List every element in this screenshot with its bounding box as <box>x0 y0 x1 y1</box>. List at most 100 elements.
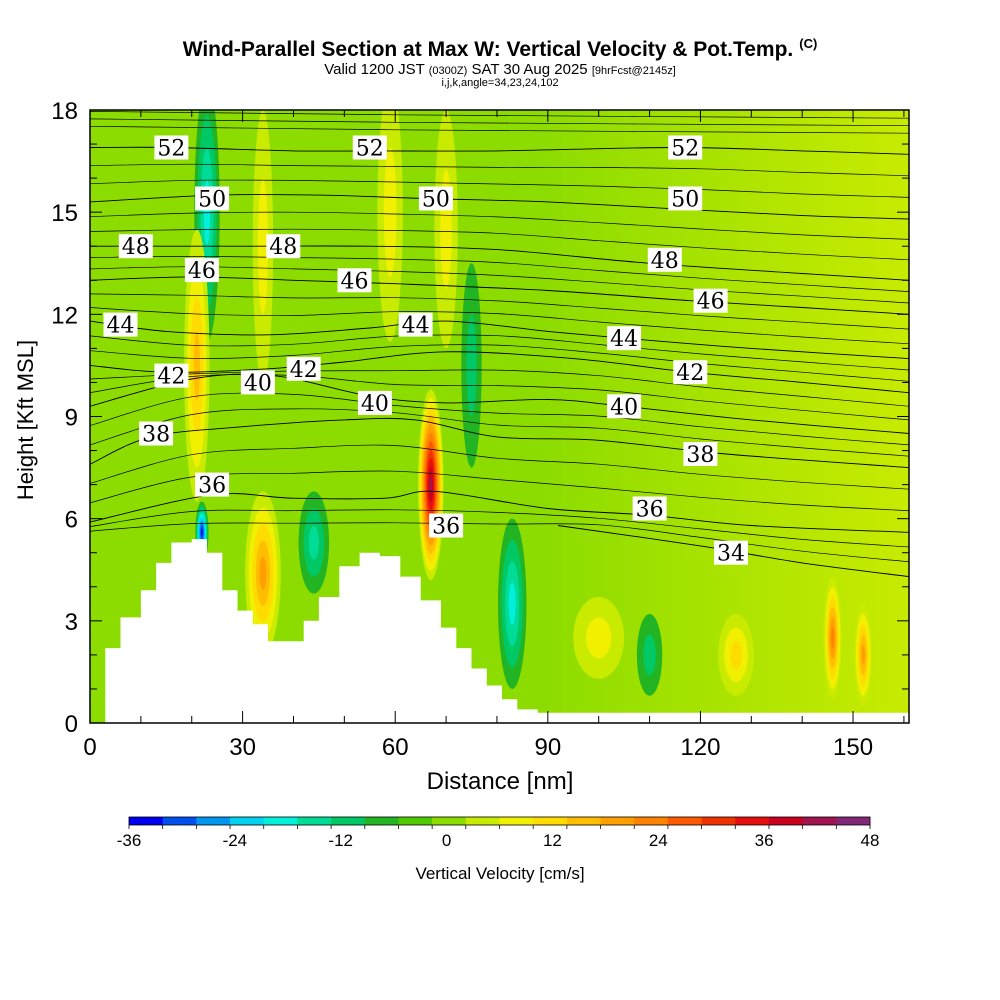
theta-contour-minor <box>90 228 909 261</box>
theta-contour-34 <box>557 525 909 578</box>
theta-contour-38 <box>90 417 909 469</box>
x-tick-label: 0 <box>83 734 96 761</box>
contour-label-box <box>195 186 230 211</box>
colorbar-swatch <box>701 817 736 825</box>
contour-label-52: 52 <box>352 135 387 162</box>
contour-label-40: 40 <box>240 370 275 396</box>
theta-contour-minor <box>90 392 909 446</box>
contour-label-box <box>668 186 703 211</box>
contour-label-box <box>154 363 189 388</box>
contour-label-44: 44 <box>398 312 433 339</box>
chart-subtitle: Valid 1200 JST (0300Z) SAT 30 Aug 2025 [… <box>0 61 1000 78</box>
contour-label-text: 48 <box>122 235 150 260</box>
contour-label-box <box>118 234 153 259</box>
copyright-mark: (C) <box>799 36 818 51</box>
contour-label-box <box>418 186 453 211</box>
contour-label-text: 36 <box>198 474 226 499</box>
x-tick-label: 150 <box>833 734 873 761</box>
colorbar-swatch <box>634 817 669 825</box>
contour-label-text: 34 <box>717 542 745 567</box>
w-cell-14 <box>823 576 842 700</box>
colorbar-swatch <box>465 817 500 825</box>
colorbar-swatch <box>566 817 601 825</box>
w-cell-15 <box>854 603 873 706</box>
contour-label-text: 46 <box>341 269 369 294</box>
contour-label-48: 48 <box>647 247 682 274</box>
colorbar-swatch <box>162 817 197 825</box>
w-cell-level <box>201 528 203 537</box>
contour-label-box <box>184 258 219 283</box>
contour-label-text: 46 <box>188 259 216 284</box>
contour-label-text: 42 <box>157 365 185 390</box>
contour-label-box <box>607 394 642 419</box>
w-cell-level <box>508 582 516 626</box>
contour-label-text: 46 <box>697 290 725 315</box>
colorbar-tick-label: 24 <box>649 831 668 850</box>
w-cell-level <box>730 641 742 669</box>
colorbar-swatch <box>600 817 635 825</box>
contour-label-34: 34 <box>714 540 748 567</box>
w-cell-level <box>861 644 866 666</box>
theta-contour-minor <box>90 374 909 421</box>
contour-label-box <box>103 312 138 337</box>
theta-contour-minor <box>90 522 909 563</box>
w-cell-2 <box>184 229 210 502</box>
y-tick-label: 18 <box>51 98 78 125</box>
contour-label-42: 42 <box>154 363 189 390</box>
w-cell-level <box>831 627 835 649</box>
colorbar-swatch <box>836 817 871 825</box>
colorbar-swatch <box>230 817 265 825</box>
colorbar-swatch <box>196 817 231 825</box>
chart-title: Wind-Parallel Section at Max W: Vertical… <box>0 36 1000 62</box>
contour-label-box <box>154 135 189 160</box>
contour-label-box <box>607 326 642 351</box>
contour-label-text: 44 <box>107 314 135 339</box>
theta-contour-minor <box>90 509 909 548</box>
contour-label-text: 42 <box>290 358 318 383</box>
theta-contour-minor <box>90 334 909 371</box>
theta-contour-44 <box>90 320 909 360</box>
w-cell-12 <box>636 614 663 696</box>
x-axis-label: Distance [nm] <box>426 768 574 795</box>
contour-label-text: 52 <box>157 137 185 162</box>
colorbar-swatch <box>398 817 433 825</box>
theta-contour-minor <box>90 125 909 134</box>
y-tick-label: 15 <box>51 200 78 227</box>
contour-label-text: 38 <box>142 423 170 448</box>
contour-label-text: 36 <box>432 515 460 540</box>
contour-label-48: 48 <box>266 234 301 260</box>
potential-temperature-contours <box>90 111 909 578</box>
contour-label-text: 50 <box>422 188 450 213</box>
x-tick-label: 90 <box>534 734 561 761</box>
theta-contour-minor <box>90 444 909 490</box>
contour-label-42: 42 <box>673 360 708 386</box>
colorbar-swatch <box>263 817 298 825</box>
terrain-mask <box>90 539 909 723</box>
w-cell-level <box>259 556 267 590</box>
contour-label-40: 40 <box>607 394 642 420</box>
contour-label-box <box>647 247 682 272</box>
colorbar-swatch <box>331 817 366 825</box>
y-tick-label: 12 <box>51 302 78 329</box>
colorbar-swatch <box>499 817 534 825</box>
colorbar-tick-label: -24 <box>223 831 248 850</box>
colorbar-tick-label: 48 <box>861 831 880 850</box>
valid-prefix: Valid 1200 JST <box>324 61 425 78</box>
contour-label-box <box>352 135 387 160</box>
contour-label-38: 38 <box>139 421 174 448</box>
colorbar-swatch <box>667 817 702 825</box>
theta-contour-minor <box>90 179 909 198</box>
contour-label-box <box>398 312 433 337</box>
colorbar-tick-label: 12 <box>543 831 562 850</box>
contour-label-text: 50 <box>671 188 699 213</box>
theta-contour-minor <box>90 293 909 330</box>
contour-label-44: 44 <box>607 326 642 352</box>
contour-label-text: 44 <box>402 314 430 339</box>
colorbar-swatch <box>533 817 568 825</box>
contour-label-50: 50 <box>668 186 703 213</box>
colorbar-tick-label: 0 <box>442 831 451 850</box>
contour-label-36: 36 <box>429 513 464 540</box>
contour-label-box <box>429 513 464 538</box>
contour-label-46: 46 <box>184 258 219 284</box>
